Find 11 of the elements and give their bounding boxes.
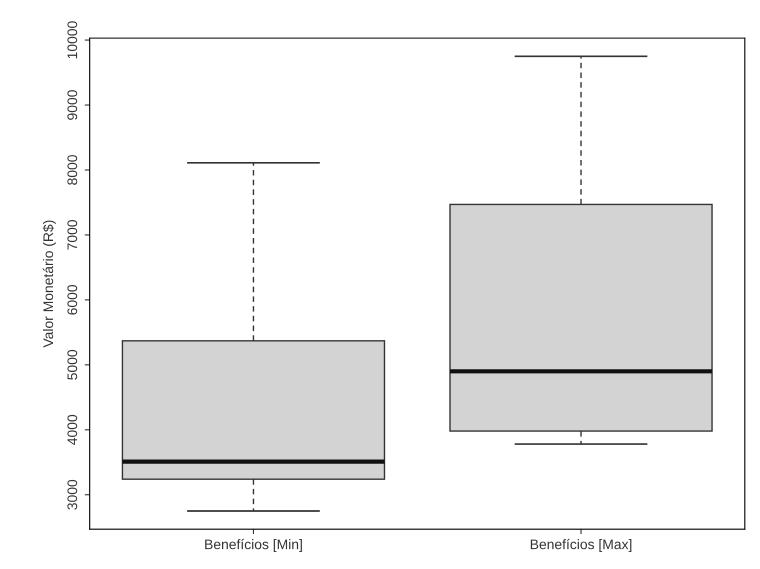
y-tick-label: 8000 bbox=[67, 155, 78, 185]
y-axis-title: Valor Monetário (R$) bbox=[42, 220, 56, 348]
y-tick-label: 9000 bbox=[67, 90, 78, 120]
y-tick-label: 10000 bbox=[67, 21, 78, 58]
y-tick-label: 6000 bbox=[67, 284, 78, 315]
y-tick-label: 3000 bbox=[67, 480, 78, 510]
x-tick-label: Benefícios [Min] bbox=[205, 538, 302, 552]
y-tick-label: 4000 bbox=[67, 414, 78, 445]
x-tick-label: Benefícios [Max] bbox=[530, 538, 632, 552]
y-tick-label: 5000 bbox=[67, 350, 78, 380]
y-tick-label: 7000 bbox=[67, 220, 78, 250]
